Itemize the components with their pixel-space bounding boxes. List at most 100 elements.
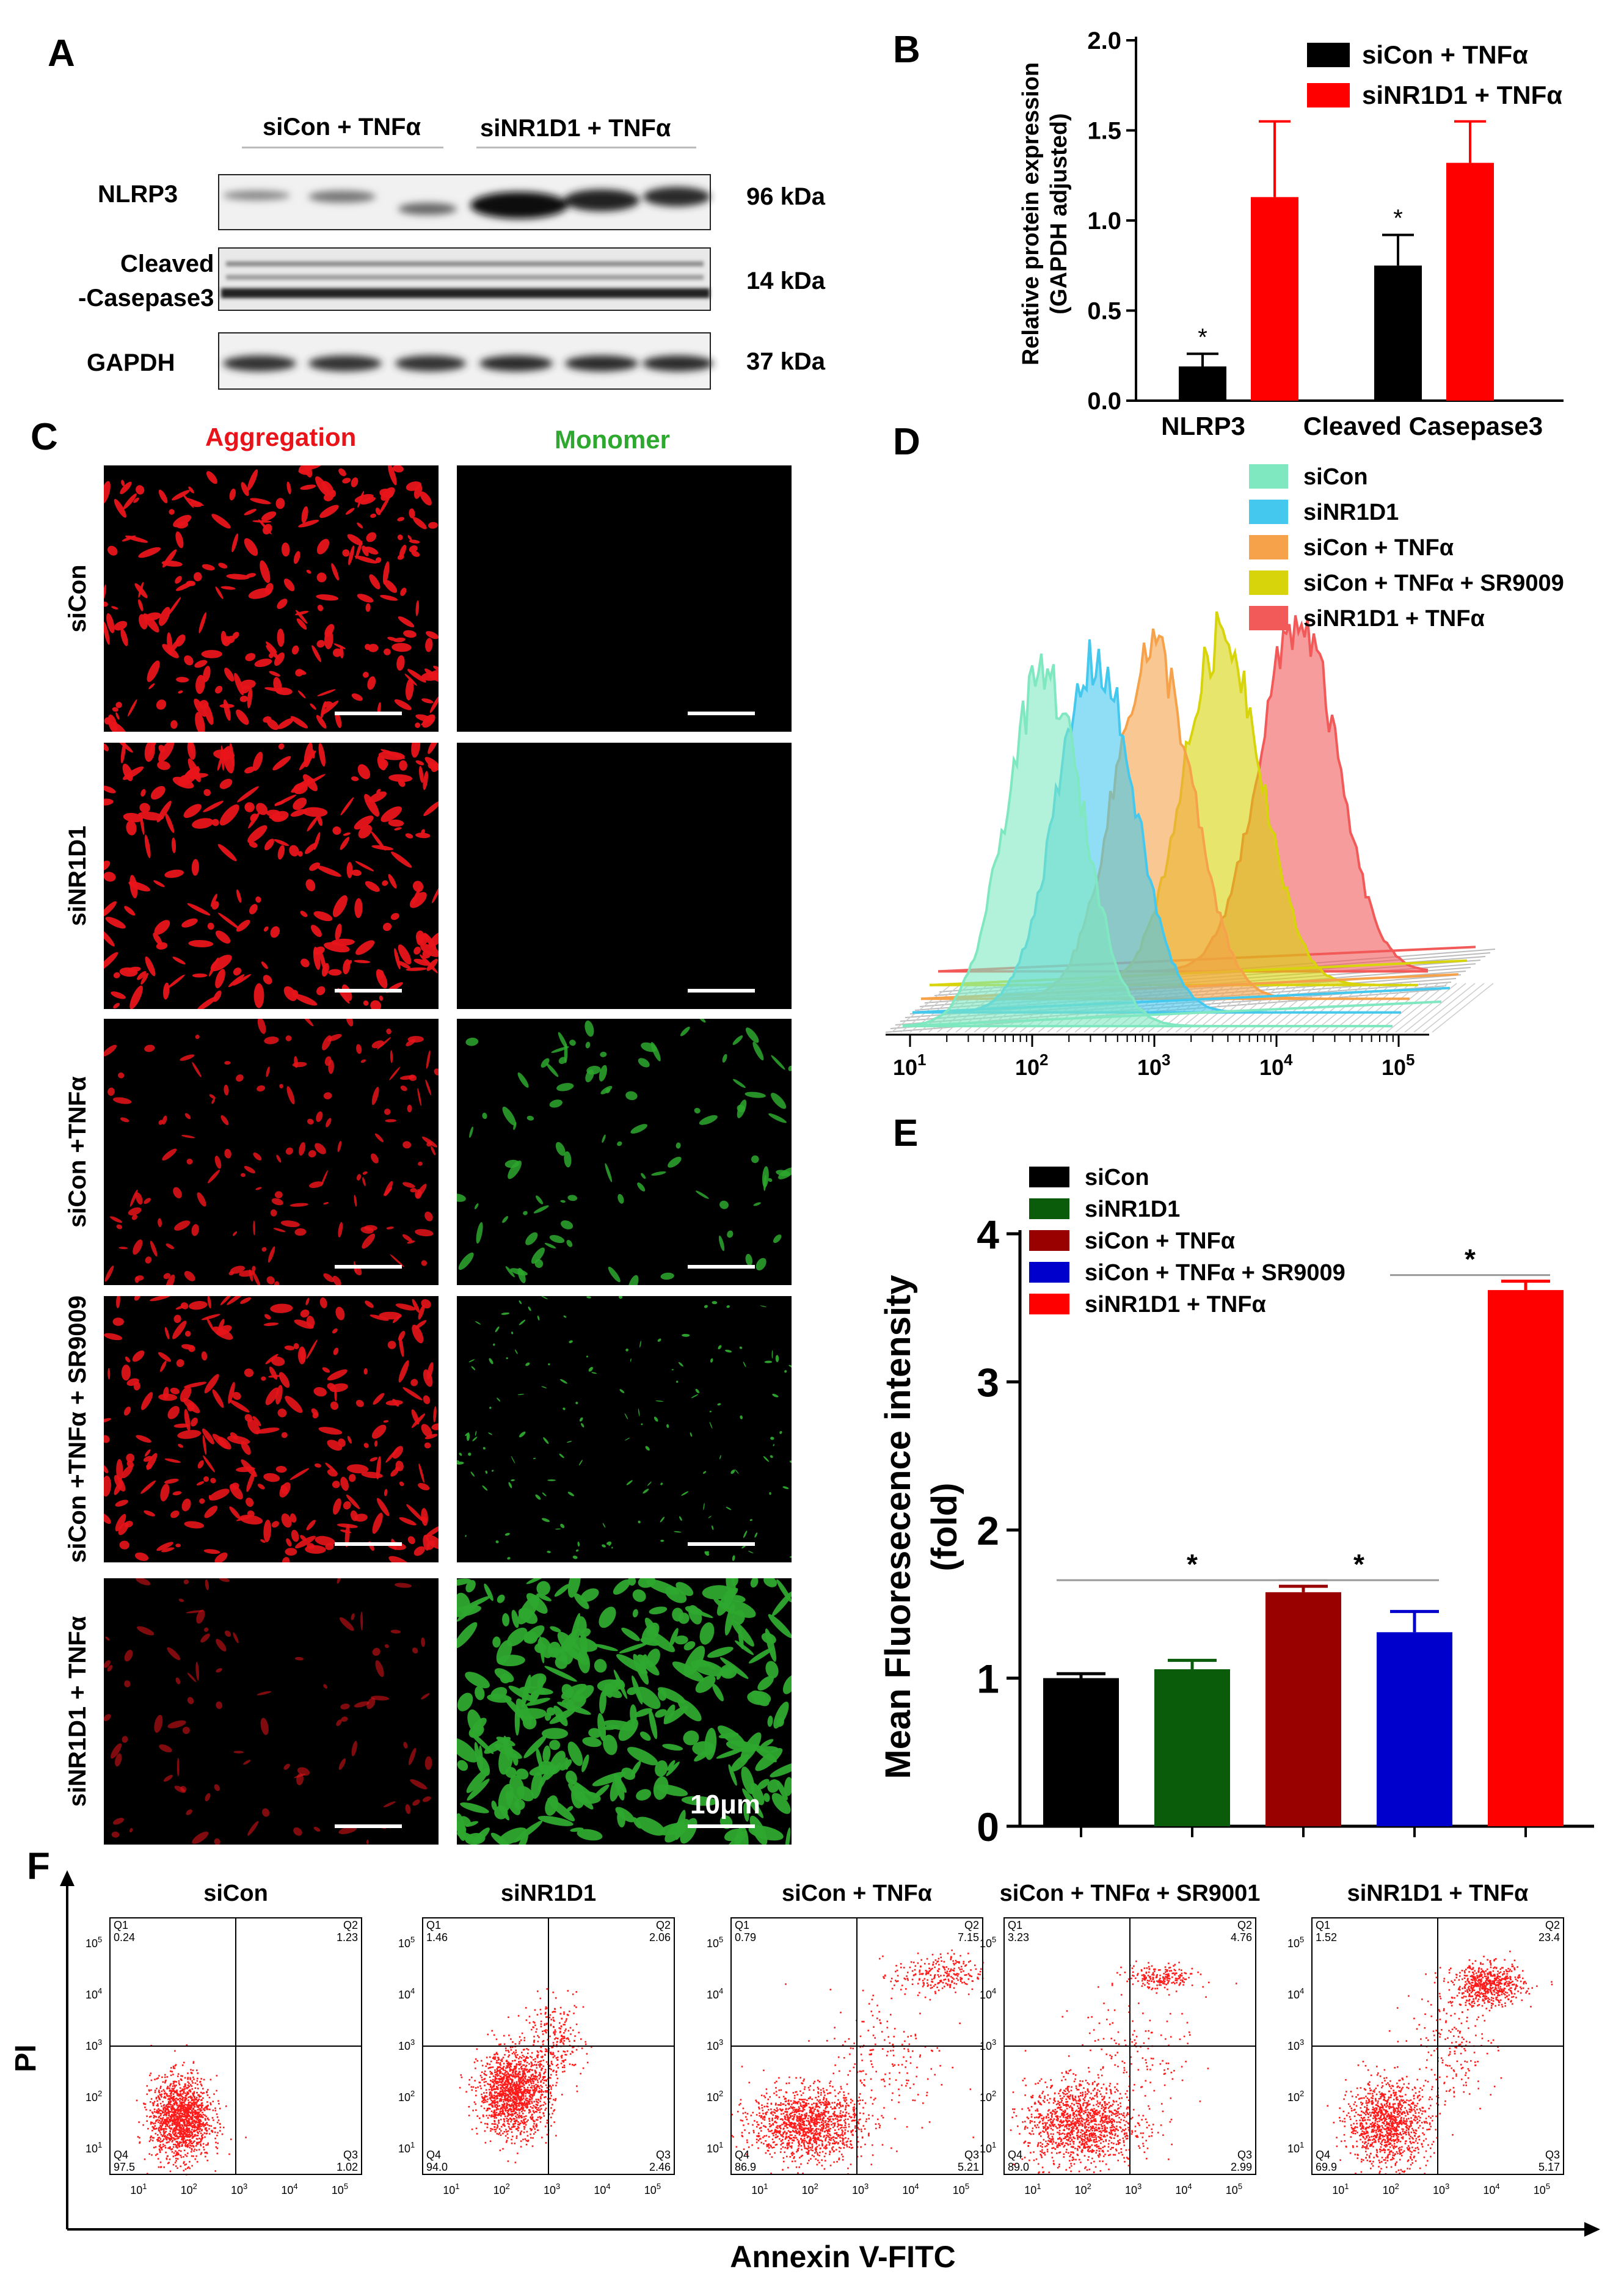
dot-xtick-1-3: 103 <box>544 2182 560 2196</box>
dot-xtick-0-3: 103 <box>231 2182 247 2196</box>
micro-tile-4-0 <box>104 1578 439 1845</box>
dot-ytick-4-1: 101 <box>1287 2140 1304 2155</box>
x-tick-label-4: 105 <box>1382 1051 1415 1080</box>
legend-swatch-0 <box>1307 43 1350 67</box>
y-tick-label-1: 1 <box>977 1656 999 1702</box>
grid-slant-56 <box>1404 983 1466 1033</box>
panel-label-a: A <box>48 32 75 75</box>
q1-name-1: Q1 <box>426 1919 441 1931</box>
legend-label-1: siNR1D1 <box>1085 1197 1180 1222</box>
flow-histogram-overlay: 101 102 103 104 105 siCon siNR1D1 siCon + TNFα s… <box>885 464 1564 1080</box>
dot-xtick-0-2: 102 <box>181 2182 197 2196</box>
grid-slant-50 <box>1349 983 1411 1033</box>
q1-value-3: 3.23 <box>1008 1931 1029 1944</box>
dot-ytick-0-3: 103 <box>86 2038 102 2052</box>
blot-image <box>218 174 713 390</box>
dot-ytick-1-3: 103 <box>398 2038 415 2052</box>
row-label-1: siNR1D1 <box>64 826 91 927</box>
blot-group-label-sicon: siCon + TNFα <box>263 114 421 140</box>
q1-name-2: Q1 <box>735 1919 749 1931</box>
micro-signal-4-1 <box>457 1578 792 1845</box>
micro-tile-3-1 <box>457 1296 792 1562</box>
q2-value-2: 7.15 <box>958 1931 979 1944</box>
dot-xtick-0-1: 101 <box>130 2182 147 2196</box>
dot-ytick-2-4: 104 <box>707 1986 723 2001</box>
x-category-label-0: NLRP3 <box>1161 412 1245 440</box>
panel-label-d: D <box>893 421 920 463</box>
grid-slant-36 <box>1221 983 1283 1033</box>
q4-name-0: Q4 <box>114 2149 128 2161</box>
q3-value-3: 2.99 <box>1231 2161 1252 2173</box>
q3-name-4: Q3 <box>1545 2149 1560 2161</box>
dot-xtick-3-4: 104 <box>1175 2182 1192 2196</box>
x-tick-label-1: 102 <box>1015 1051 1049 1080</box>
micro-signal-2-0 <box>104 1019 439 1285</box>
y-tick-label-4: 2.0 <box>1087 27 1121 54</box>
blot-kda-nlrp3: 96 kDa <box>746 183 825 210</box>
legend-label-1: siNR1D1 <box>1303 500 1399 525</box>
dot-ytick-1-4: 104 <box>398 1986 415 2001</box>
micro-signal-1-0 <box>104 743 439 1009</box>
group-underline-sinr1d1 <box>476 147 696 148</box>
dot-ytick-3-5: 105 <box>980 1935 996 1950</box>
q2-name-0: Q2 <box>343 1919 358 1931</box>
legend-swatch-1 <box>1029 1198 1069 1219</box>
fluorescence-intensity-chart: Mean Fluoresecence intensity (fold) 0 1 2 3 4 *… <box>878 1165 1594 1845</box>
ylabel-line-0: Relative protein expression <box>1018 62 1044 365</box>
legend-swatch-2 <box>1249 535 1288 559</box>
sig-star-1: * <box>1353 1548 1364 1580</box>
micro-signal-2-1 <box>457 1019 792 1285</box>
q1-name-0: Q1 <box>114 1919 128 1931</box>
q4-name-2: Q4 <box>735 2149 749 2161</box>
dot-ytick-3-3: 103 <box>980 2038 996 2052</box>
grid-slant-57 <box>1413 983 1476 1033</box>
dot-xtick-3-2: 102 <box>1075 2182 1091 2196</box>
grid-slant-37 <box>1230 983 1292 1033</box>
blot-row-label-nlrp3: NLRP3 <box>98 181 178 208</box>
q1-value-1: 1.46 <box>426 1931 448 1944</box>
blot-row-label-cleaved-caspase3: Cleaved -Casepase3 <box>78 250 214 311</box>
q4-value-3: 89.0 <box>1008 2161 1029 2173</box>
q2-value-1: 2.06 <box>649 1931 671 1944</box>
scale-bar-label: 10μm <box>690 1790 760 1820</box>
y-tick-label-1: 0.5 <box>1087 298 1121 325</box>
q4-value-2: 86.9 <box>735 2161 756 2173</box>
panel-label-b: B <box>893 29 920 71</box>
grid-slant-51 <box>1358 983 1421 1033</box>
ylabel-line-1: (GAPDH adjusted) <box>1046 113 1072 314</box>
sig-star-2: * <box>1465 1244 1476 1275</box>
micro-signal-4-0 <box>104 1578 432 1845</box>
legend-swatch-4 <box>1029 1294 1069 1314</box>
y-tick-label-3: 1.5 <box>1087 118 1121 145</box>
q3-value-0: 1.02 <box>337 2161 358 2173</box>
q3-value-2: 5.21 <box>958 2161 979 2173</box>
y-tick-label-0: 0.0 <box>1087 388 1121 415</box>
legend-swatch-0 <box>1249 464 1288 489</box>
dot-xtick-3-3: 103 <box>1125 2182 1142 2196</box>
dot-xtick-2-1: 101 <box>751 2182 768 2196</box>
dot-xtick-4-4: 104 <box>1483 2182 1499 2196</box>
legend-label-3: siCon + TNFα + SR9009 <box>1085 1260 1345 1286</box>
bar-2 <box>1265 1592 1341 1826</box>
q4-value-0: 97.5 <box>114 2161 135 2173</box>
microscopy-grid: siCon siNR1D1 siCon +TNFα siCon +TNFα + SR9… <box>64 465 792 1845</box>
micro-tile-2-1 <box>457 1019 792 1285</box>
dot-xtick-4-2: 102 <box>1383 2182 1399 2196</box>
grid-slant-52 <box>1367 983 1430 1033</box>
ylabel-line-0: Mean Fluoresecence intensity <box>878 1275 918 1779</box>
y-tick-label-3: 3 <box>977 1360 999 1405</box>
micro-tile-2-0 <box>104 1019 439 1285</box>
dot-xtick-4-5: 105 <box>1534 2182 1550 2196</box>
q3-name-3: Q3 <box>1237 2149 1252 2161</box>
dot-ytick-0-4: 104 <box>86 1986 102 2001</box>
q4-name-1: Q4 <box>426 2149 441 2161</box>
dot-ytick-0-2: 102 <box>86 2089 102 2104</box>
legend-swatch-2 <box>1029 1230 1069 1251</box>
legend-swatch-3 <box>1029 1262 1069 1283</box>
micro-tile-0-1 <box>457 465 792 732</box>
bar-1 <box>1154 1669 1230 1826</box>
